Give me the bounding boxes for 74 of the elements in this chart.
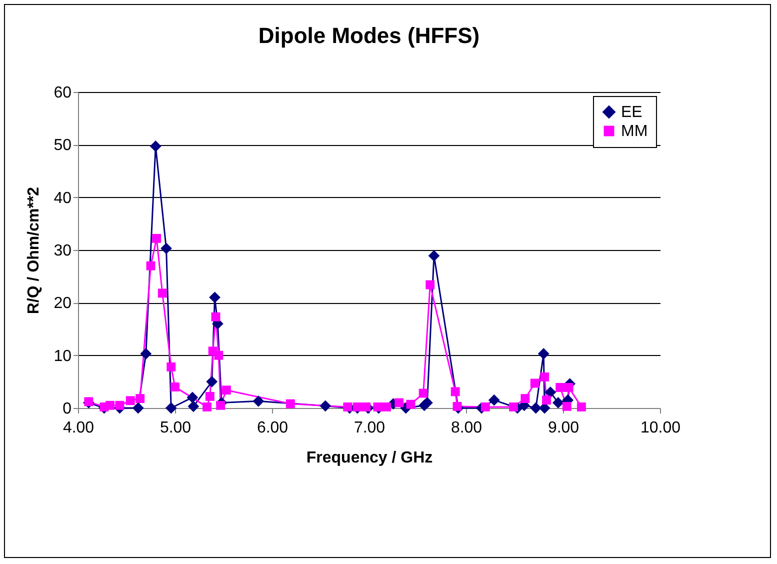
point — [382, 402, 391, 412]
point — [418, 388, 428, 398]
x-tick-label: 9.00 — [548, 420, 580, 436]
point — [126, 396, 135, 406]
point — [530, 378, 540, 388]
y-tick-label: 40 — [54, 190, 72, 207]
point — [150, 140, 162, 152]
y-axis-title: R/Q / Ohm/cm**2 — [26, 186, 43, 314]
point — [564, 382, 574, 392]
y-tick-label: 0 — [62, 400, 72, 418]
point — [509, 402, 518, 412]
y-tick-label: 10 — [54, 348, 72, 365]
point — [136, 394, 145, 403]
point — [132, 402, 144, 414]
y-tick-label: 60 — [54, 84, 72, 102]
point — [160, 242, 172, 254]
x-tick-label: 6.00 — [256, 420, 288, 436]
y-tick-label: 20 — [54, 295, 72, 312]
point — [186, 392, 198, 404]
point — [540, 372, 550, 382]
x-tick-label: 10.00 — [640, 420, 681, 436]
point — [146, 261, 156, 270]
point — [343, 402, 352, 412]
point — [428, 250, 440, 262]
point — [538, 348, 550, 360]
chart-title: Dipole Modes (HFFS) — [258, 23, 480, 48]
point — [394, 398, 404, 408]
point — [320, 400, 332, 412]
point — [576, 402, 586, 412]
point — [544, 386, 556, 398]
point — [170, 382, 180, 392]
x-tick-label: 8.00 — [450, 420, 482, 436]
point — [222, 386, 231, 395]
point — [152, 234, 162, 243]
legend-label: EE — [621, 104, 642, 121]
point — [252, 395, 264, 407]
point — [286, 399, 295, 408]
y-tick-label: 30 — [54, 242, 72, 260]
point — [488, 394, 500, 406]
legend-label: MM — [621, 123, 648, 140]
point — [422, 397, 433, 408]
point — [450, 387, 460, 396]
x-tick-label: 5.00 — [160, 420, 192, 436]
point — [373, 402, 382, 412]
point — [352, 402, 362, 412]
point — [216, 400, 226, 410]
point — [188, 400, 200, 412]
point — [520, 394, 530, 403]
point — [214, 350, 224, 360]
point — [106, 400, 114, 410]
point — [202, 402, 212, 412]
point — [206, 376, 218, 388]
point — [166, 362, 176, 372]
point — [115, 400, 124, 410]
point — [211, 312, 220, 322]
point — [140, 348, 152, 360]
point — [480, 402, 490, 412]
point — [209, 292, 220, 304]
point — [552, 397, 564, 408]
point — [406, 400, 416, 409]
point — [205, 392, 214, 401]
x-axis-title: Frequency / GHz — [306, 450, 433, 466]
x-tick-label: 7.00 — [354, 420, 386, 436]
point — [452, 402, 462, 411]
point — [362, 402, 371, 412]
point — [165, 402, 177, 414]
y-tick-label: 50 — [54, 137, 72, 154]
point — [556, 382, 565, 392]
point — [158, 288, 167, 298]
point — [530, 402, 542, 414]
point — [562, 402, 572, 411]
point — [542, 396, 551, 405]
x-tick-label: 4.00 — [62, 420, 94, 436]
point — [426, 280, 435, 290]
